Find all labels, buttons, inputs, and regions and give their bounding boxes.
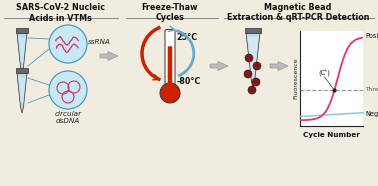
Bar <box>16 28 28 33</box>
FancyBboxPatch shape <box>168 46 172 84</box>
Circle shape <box>49 25 87 63</box>
Circle shape <box>253 62 261 70</box>
Polygon shape <box>246 33 260 88</box>
FancyArrow shape <box>210 62 228 70</box>
Circle shape <box>160 83 180 103</box>
Circle shape <box>245 54 253 62</box>
Text: Freeze-Thaw
Cycles: Freeze-Thaw Cycles <box>142 3 198 22</box>
FancyBboxPatch shape <box>165 30 175 87</box>
Text: ssRNA: ssRNA <box>88 39 111 45</box>
Text: Positive: Positive <box>365 33 378 39</box>
Bar <box>16 68 28 73</box>
FancyArrow shape <box>270 62 288 70</box>
Text: -80°C: -80°C <box>177 78 201 86</box>
Text: Cycle Number: Cycle Number <box>303 132 360 138</box>
Polygon shape <box>17 33 27 73</box>
Polygon shape <box>17 73 27 113</box>
Circle shape <box>248 86 256 94</box>
Polygon shape <box>248 37 259 78</box>
Text: 25°C: 25°C <box>177 33 198 42</box>
FancyArrow shape <box>100 52 118 60</box>
Text: Magnetic Bead
Extraction & qRT-PCR Detection: Magnetic Bead Extraction & qRT-PCR Detec… <box>227 3 369 22</box>
Text: (Cᵗ): (Cᵗ) <box>319 68 330 76</box>
Polygon shape <box>19 37 25 63</box>
Bar <box>245 28 261 33</box>
Text: circular
dsDNA: circular dsDNA <box>54 111 82 124</box>
Circle shape <box>49 71 87 109</box>
Circle shape <box>252 78 260 86</box>
Circle shape <box>244 70 252 78</box>
Text: Threshold: Threshold <box>365 87 378 92</box>
Text: SARS-CoV-2 Nucleic
Acids in VTMs: SARS-CoV-2 Nucleic Acids in VTMs <box>15 3 104 23</box>
Bar <box>300 31 363 126</box>
Text: Negative: Negative <box>365 111 378 117</box>
Text: Fluorescence: Fluorescence <box>293 58 298 99</box>
Polygon shape <box>19 77 25 103</box>
